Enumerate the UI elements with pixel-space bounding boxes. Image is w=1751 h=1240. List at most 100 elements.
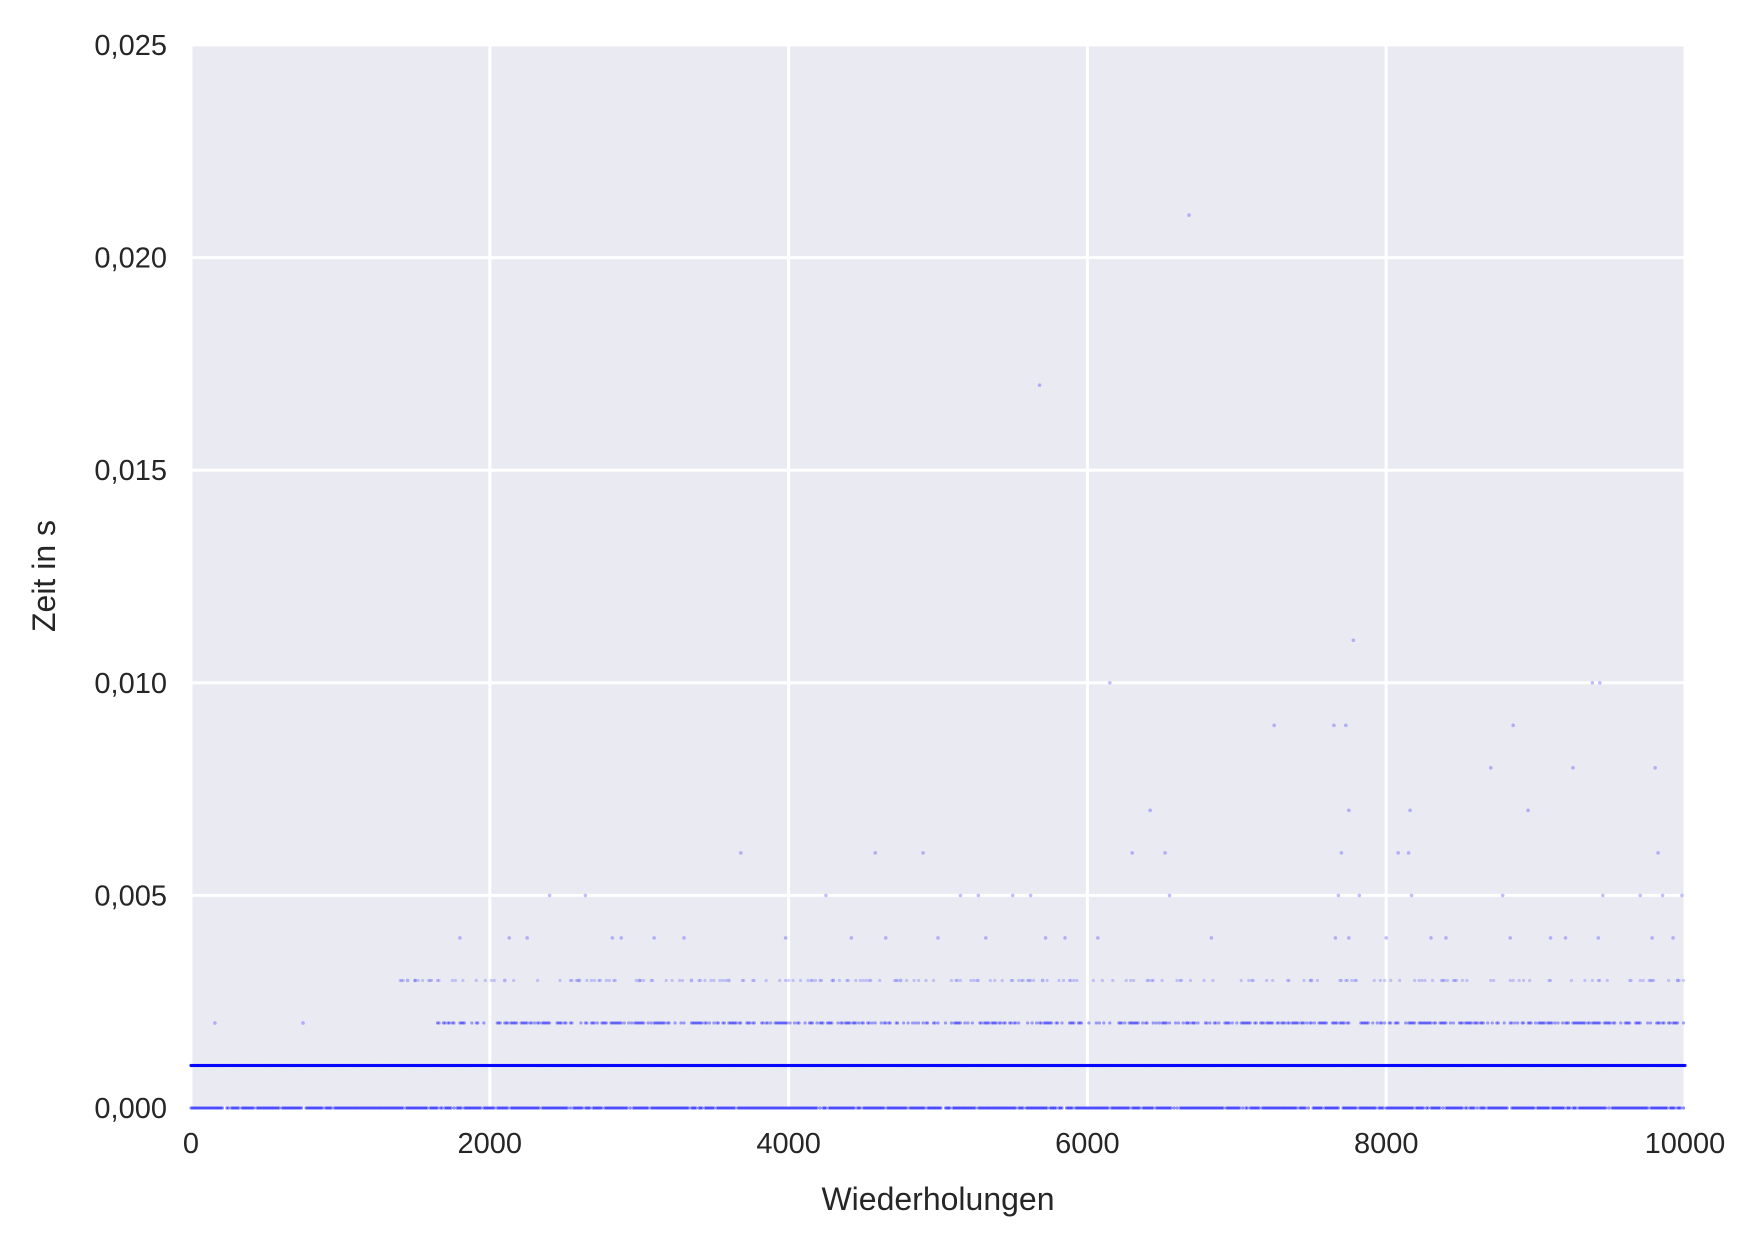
data-point [431,1106,435,1110]
data-point [1335,1106,1339,1110]
data-point [467,1106,471,1110]
data-point [1247,978,1251,983]
data-point [775,1021,779,1025]
data-point [1598,1021,1602,1025]
data-point [1526,1021,1530,1025]
data-point [976,893,981,898]
data-point [1323,1106,1327,1110]
data-point [1610,1106,1614,1110]
data-point [994,1021,998,1025]
data-point [1412,978,1417,983]
data-point [1173,1021,1178,1025]
data-point [1121,1106,1125,1110]
data-point [543,1021,547,1025]
data-point [1260,1106,1264,1110]
data-point [952,1106,957,1110]
data-point [265,1106,269,1110]
data-point [909,1106,913,1110]
data-point [912,978,916,983]
data-point [709,1106,713,1110]
data-point [934,1106,939,1110]
data-point [1671,936,1675,940]
data-point [1650,1106,1654,1110]
data-point [612,1106,616,1110]
data-point [1014,1106,1018,1110]
data-point [1526,808,1530,813]
data-point [501,1106,505,1110]
data-point [1026,1021,1030,1025]
data-point [1117,1021,1121,1025]
data-point [1502,1021,1506,1025]
data-point [818,1106,822,1110]
data-point [1079,1106,1084,1110]
data-point [1662,1021,1666,1025]
data-point [536,1021,540,1025]
data-point [1251,1106,1255,1110]
data-point [1076,1106,1081,1110]
data-point [824,893,828,898]
data-point [689,1106,694,1110]
data-point [958,1106,963,1110]
data-point [1087,1021,1091,1025]
data-point [1536,1021,1541,1025]
data-point [1285,978,1290,983]
data-point [1321,1021,1326,1025]
data-point [1323,1021,1327,1025]
data-point [1365,1021,1369,1025]
data-point [742,978,746,983]
data-point [398,978,402,983]
data-point [691,1021,695,1025]
data-point [546,1106,550,1110]
data-point [1471,1106,1475,1110]
data-point [1592,1021,1596,1025]
data-point [1363,1021,1367,1025]
data-point [991,1106,995,1110]
data-point [1451,978,1456,983]
data-point [1557,1106,1562,1110]
data-point [703,1106,707,1110]
data-point [497,1021,501,1025]
data-point [329,1106,334,1110]
data-point [1167,1021,1172,1025]
data-point [1271,978,1275,983]
y-tick-label: 0,010 [94,668,167,700]
data-point [558,978,562,983]
data-point [969,1106,973,1110]
data-point [697,978,701,983]
data-point [991,1021,995,1025]
data-point [1584,1106,1588,1110]
data-point [682,1106,686,1110]
data-point [1517,978,1521,983]
data-point [1318,1021,1323,1025]
data-point [1190,1106,1194,1110]
data-point [1052,1106,1057,1110]
data-point [769,1106,773,1110]
data-point [1490,1106,1494,1110]
data-point [288,1106,292,1110]
data-point [597,978,601,983]
data-point [655,1021,659,1025]
data-point [598,1106,602,1110]
data-point [990,1106,994,1110]
data-point [1268,1021,1272,1025]
data-point [574,978,579,983]
data-point [550,1106,555,1110]
data-point [1330,1021,1335,1025]
data-point [1247,1021,1251,1025]
data-point [742,1106,746,1110]
data-point [612,1021,616,1025]
data-point [558,1106,562,1110]
data-point [988,1106,992,1110]
data-point [576,1106,580,1110]
data-point [1227,1106,1231,1110]
data-point [636,1106,640,1110]
data-point [1164,1106,1169,1110]
data-point [1629,978,1633,983]
data-point [642,1021,646,1025]
data-point [879,1106,883,1110]
y-tick-label: 0,015 [94,455,167,487]
data-point [1660,1021,1665,1025]
data-point [1212,1021,1216,1025]
data-point [1300,1106,1305,1110]
data-point [1656,1106,1660,1110]
